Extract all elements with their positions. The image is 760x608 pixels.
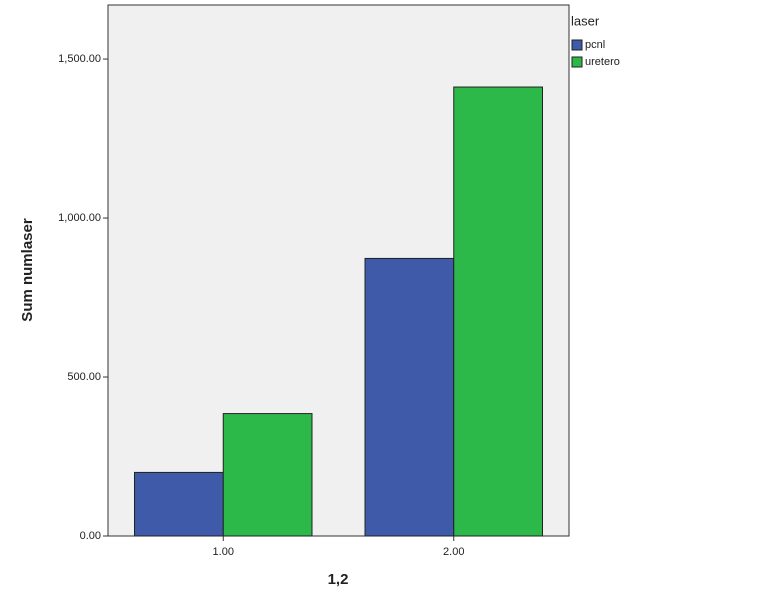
x-tick-label: 1.00	[213, 546, 234, 558]
x-tick-label: 2.00	[443, 546, 464, 558]
y-tick-label: 0.00	[80, 530, 101, 542]
legend-swatch	[571, 39, 583, 51]
legend-swatch	[571, 56, 583, 68]
bar	[453, 86, 543, 537]
bar	[364, 257, 455, 537]
y-tick-label: 1,000.00	[58, 212, 101, 224]
bar	[134, 471, 224, 537]
bar	[222, 413, 313, 537]
legend-label: uretero	[585, 56, 620, 68]
legend-label: pcnl	[585, 39, 605, 51]
legend-title: laser	[571, 13, 600, 28]
y-tick-label: 500.00	[67, 371, 101, 383]
x-axis-title: 1,2	[328, 571, 349, 588]
y-tick-label: 1,500.00	[58, 53, 101, 65]
y-axis-title: Sum numlaser	[19, 218, 36, 322]
